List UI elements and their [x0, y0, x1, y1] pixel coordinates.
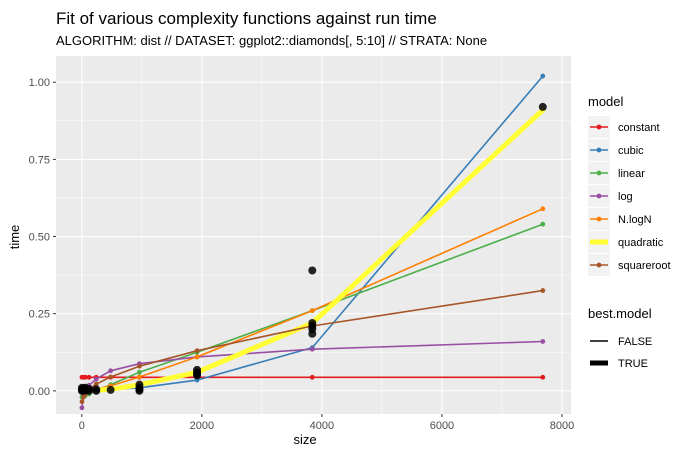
series-point-log: [79, 405, 85, 411]
series-point-constant: [86, 374, 92, 380]
legend-key-point-squareroot: [596, 262, 602, 268]
chart-title: Fit of various complexity functions agai…: [56, 9, 437, 28]
series-point-linear: [137, 369, 142, 375]
observed-point: [308, 318, 317, 327]
observed-point: [308, 266, 317, 275]
legend-label-constant: constant: [618, 122, 660, 134]
y-axis-title: time: [7, 225, 22, 250]
series-point-log: [540, 339, 546, 344]
legend-key-point-quadratic: [596, 239, 602, 245]
series-point-constant: [309, 374, 315, 380]
series-point-n-logn: [137, 374, 142, 380]
x-axis: 0 2000 4000 6000 8000: [79, 414, 574, 432]
y-tick-label: 0.25: [29, 309, 50, 321]
x-tick-label: 8000: [550, 420, 574, 432]
observed-point: [193, 369, 202, 378]
x-tick-label: 2000: [190, 420, 214, 432]
series-point-squareroot: [93, 381, 99, 387]
legend-label-log: log: [618, 191, 633, 203]
legend-key-point-linear: [596, 170, 602, 176]
legend-best-label-false: FALSE: [618, 336, 652, 348]
x-axis-title: size: [293, 432, 316, 447]
series-point-n-logn: [309, 308, 315, 314]
series-point-log: [309, 346, 315, 352]
y-tick-label: 0.75: [29, 154, 50, 166]
legend-model: model constant cubic linear log N.logN quadra…: [588, 94, 671, 276]
chart-subtitle: ALGORITHM: dist // DATASET: ggplot2::dia…: [56, 33, 487, 48]
series-point-linear: [540, 221, 546, 227]
x-tick-label: 6000: [430, 420, 454, 432]
legend-label-n-logn: N.logN: [618, 214, 652, 226]
observed-point: [85, 385, 94, 394]
legend-label-squareroot: squareroot: [618, 260, 671, 272]
series-point-squareroot: [108, 374, 114, 380]
grid: [56, 56, 571, 414]
y-axis: 0.00 0.25 0.50 0.75 1.00: [29, 77, 56, 398]
observed-point: [92, 385, 101, 394]
x-tick-label: 0: [79, 420, 85, 432]
legend-best-title: best.model: [588, 306, 652, 321]
y-tick-label: 1.00: [29, 77, 50, 89]
x-tick-label: 4000: [310, 420, 334, 432]
legend-label-linear: linear: [618, 168, 645, 180]
series-point-constant: [83, 374, 88, 380]
plot-panel: [56, 56, 571, 414]
legend-best-label-true: TRUE: [618, 358, 648, 370]
series-point-log: [108, 368, 114, 374]
series-point-squareroot: [79, 399, 85, 405]
y-tick-label: 0.00: [29, 386, 50, 398]
series-point-n-logn: [540, 206, 546, 212]
observed-points: [77, 102, 547, 395]
y-tick-label: 0.50: [29, 232, 50, 244]
plot-area: [56, 56, 571, 414]
observed-point: [135, 385, 144, 394]
legend-key-point-log: [596, 193, 602, 199]
series-point-squareroot: [540, 288, 546, 293]
legend-model-title: model: [588, 94, 624, 109]
series-point-log: [93, 376, 99, 382]
series-point-n-logn: [194, 354, 200, 360]
observed-point: [538, 102, 547, 111]
series-point-squareroot: [137, 363, 142, 369]
series-point-constant: [540, 374, 546, 380]
legend-key-point-n-logn: [596, 216, 602, 222]
legend-key-point-cubic: [596, 147, 602, 153]
observed-point: [106, 385, 115, 394]
legend-best-model: best.model FALSE TRUE: [588, 306, 652, 374]
legend-label-quadratic: quadratic: [618, 237, 664, 249]
series-point-squareroot: [194, 348, 200, 354]
legend-label-cubic: cubic: [618, 145, 644, 157]
series-point-cubic: [540, 73, 546, 79]
legend-key-point-constant: [596, 124, 602, 130]
